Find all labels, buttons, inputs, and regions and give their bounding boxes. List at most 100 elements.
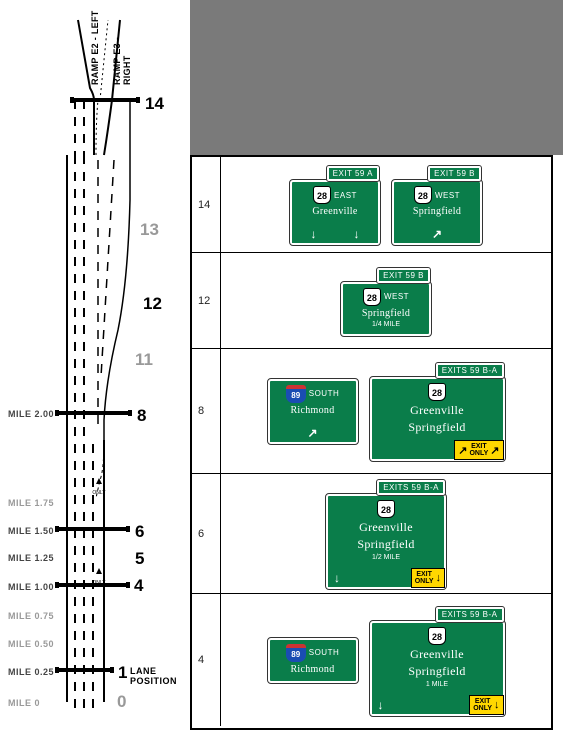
destination-text: Springfield	[349, 308, 423, 319]
destination-text: Richmond	[276, 664, 350, 675]
sign-row: 489SOUTHRichmondEXITS 59 B-A28Greenville…	[192, 594, 551, 726]
interstate-shield-icon: 89	[286, 385, 306, 403]
highway-sign: 89SOUTH Richmond ↗	[268, 379, 358, 444]
mile-label: MILE 1.75	[8, 498, 54, 508]
destination-text: Springfield	[400, 206, 474, 217]
row-content: EXITS 59 B-A 28 Greenville Springfield 1/2 M…	[220, 474, 551, 593]
station-number: 0	[117, 692, 126, 712]
station-number: 4	[134, 576, 143, 596]
distance-text: 1/2 MILE	[334, 554, 438, 561]
sign-row: 6 EXITS 59 B-A 28 Greenville Springfield 1/2 …	[192, 474, 551, 594]
sign-body: 28 Greenville Springfield 1 MILE	[372, 623, 503, 694]
highway-sign: EXITS 59 B-A28GreenvilleSpringfield1/2 M…	[326, 494, 446, 589]
exit-tab: EXITS 59 B-A	[377, 480, 445, 495]
arrow-icon: ↓	[334, 571, 340, 585]
route-row: 28EAST	[298, 186, 372, 204]
arrow-icon: ↓	[378, 698, 384, 712]
direction-text: SOUTH	[309, 389, 340, 398]
mile-label: MILE 2.00	[8, 409, 54, 419]
station-number: 6	[135, 522, 144, 542]
ramp-label: RAMP E2 - LEFT	[90, 10, 100, 85]
station-number: 14	[145, 94, 164, 114]
svg-text:ONLY: ONLY	[92, 580, 106, 586]
destination-text: Springfield	[334, 537, 438, 552]
distance-text: 1/4 MILE	[349, 321, 423, 328]
route-row: 28WEST	[400, 186, 474, 204]
highway-sign: EXIT 59 A28EASTGreenville↓↓	[290, 180, 380, 245]
highway-sign: EXIT 59 B28WESTSpringfield1/4 MILE	[341, 282, 431, 336]
us-route-shield-icon: 28	[428, 383, 446, 401]
arrow-icon: ↓	[311, 227, 317, 241]
us-route-shield-icon: 28	[377, 500, 395, 518]
highway-sign: EXITS 59 B-A28GreenvilleSpringfield1 MIL…	[370, 621, 505, 716]
svg-text:ONLY: ONLY	[92, 490, 106, 496]
sign-body: 89SOUTH Richmond	[270, 381, 356, 422]
route-row: 28	[334, 500, 438, 518]
route-row: 89SOUTH	[276, 644, 350, 662]
exit-tab: EXITS 59 B-A	[436, 363, 504, 378]
station-number: 13	[140, 220, 159, 240]
row-content: EXIT 59 A28EASTGreenville↓↓EXIT 59 B28WE…	[220, 157, 551, 252]
exit-only-panel: EXITONLY↓	[411, 568, 445, 588]
exit-only-text: EXITONLY	[469, 443, 488, 457]
exit-only-panel: ↗EXITONLY↗	[454, 440, 503, 460]
arrow-icon: ↗	[432, 227, 442, 241]
row-station-number: 14	[198, 199, 210, 211]
sign-body: 28WEST Springfield 1/4 MILE	[343, 284, 429, 334]
arrow-icon: ↓	[354, 227, 360, 241]
destination-text: Greenville	[378, 647, 497, 662]
route-row: 89SOUTH	[276, 385, 350, 403]
arrow-icon: ↓	[494, 699, 500, 711]
sign-body: 28 Greenville Springfield 1/2 MILE	[328, 496, 444, 567]
exit-tab: EXIT 59 B	[377, 268, 430, 283]
sign-body: 28 Greenville Springfield	[372, 379, 503, 441]
row-station-number: 6	[198, 528, 204, 540]
us-route-shield-icon: 28	[428, 627, 446, 645]
direction-text: SOUTH	[309, 648, 340, 657]
route-row: 28WEST	[349, 288, 423, 306]
row-station-number: 8	[198, 405, 204, 417]
direction-text: EAST	[334, 191, 357, 200]
distance-text: 1 MILE	[378, 681, 497, 688]
sign-body: 28EAST Greenville	[292, 182, 378, 223]
road-diagram-panel: ONLYONLY RAMP E2 - LEFTRAMP E3 - RIGHTMI…	[0, 0, 190, 735]
destination-text: Greenville	[334, 520, 438, 535]
signs-table-panel: 14EXIT 59 A28EASTGreenville↓↓EXIT 59 B28…	[190, 155, 553, 730]
gray-background	[190, 0, 563, 155]
exit-tab: EXITS 59 B-A	[436, 607, 504, 622]
arrow-bar: ↗EXITONLY↗	[372, 443, 503, 459]
arrow-bar: ↓EXITONLY↓	[372, 696, 503, 714]
mile-label: MILE 1.50	[8, 526, 54, 536]
direction-text: WEST	[384, 292, 409, 301]
exit-tab: EXIT 59 B	[428, 166, 481, 181]
highway-sign: EXIT 59 B28WESTSpringfield↗	[392, 180, 482, 245]
us-route-shield-icon: 28	[414, 186, 432, 204]
route-row: 28	[378, 383, 497, 401]
destination-text: Greenville	[298, 206, 372, 217]
exit-only-text: EXITONLY	[473, 698, 492, 712]
destination-text: Richmond	[276, 405, 350, 416]
sign-row: 14EXIT 59 A28EASTGreenville↓↓EXIT 59 B28…	[192, 157, 551, 253]
station-number: 12	[143, 294, 162, 314]
exit-only-text: EXITONLY	[415, 571, 434, 585]
sign-body: 28WEST Springfield	[394, 182, 480, 223]
mile-label: MILE 1.00	[8, 582, 54, 592]
arrow-icon: ↗	[458, 444, 467, 457]
row-content: EXIT 59 B 28WEST Springfield 1/4 MILE	[220, 253, 551, 348]
arrow-bar: ↗	[394, 225, 480, 243]
arrow-bar: ↓↓	[292, 225, 378, 243]
interstate-shield-icon: 89	[286, 644, 306, 662]
arrow-icon: ↗	[307, 426, 317, 440]
mile-label: MILE 0.50	[8, 639, 54, 649]
station-number: 5	[135, 549, 144, 569]
destination-text: Greenville	[378, 403, 497, 418]
exit-tab: EXIT 59 A	[327, 166, 379, 181]
sign-row: 12EXIT 59 B28WESTSpringfield1/4 MILE	[192, 253, 551, 349]
mile-label: MILE 1.25	[8, 553, 54, 563]
route-row: 28	[378, 627, 497, 645]
station-number: 11	[135, 350, 153, 370]
destination-text: Springfield	[378, 420, 497, 435]
lane-position-label: LANE POSITION	[130, 666, 190, 686]
arrow-icon: ↓	[436, 572, 442, 584]
destination-text: Springfield	[378, 664, 497, 679]
